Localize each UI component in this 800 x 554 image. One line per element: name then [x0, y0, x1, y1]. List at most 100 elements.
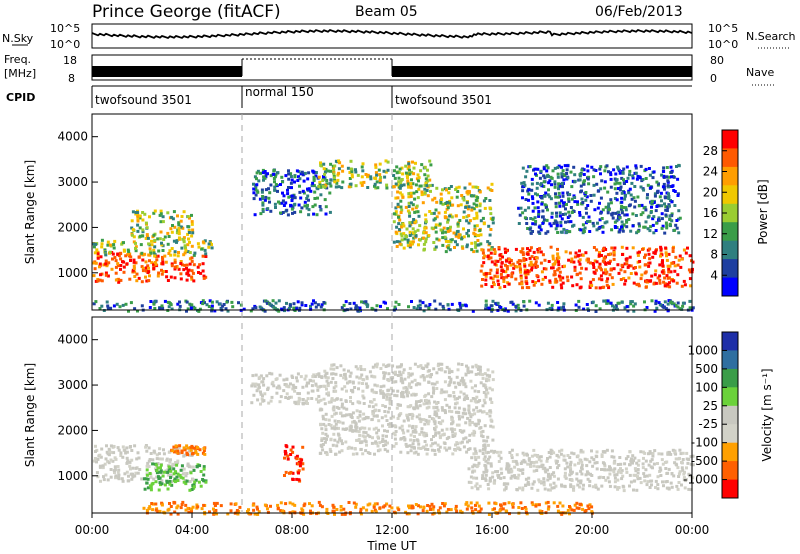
data-cell: [421, 374, 425, 377]
data-cell: [255, 505, 259, 509]
data-cell: [378, 180, 382, 184]
data-cell: [334, 452, 337, 456]
data-cell: [279, 501, 283, 505]
data-cell: [531, 503, 535, 507]
data-cell: [139, 243, 143, 247]
data-cell: [417, 446, 421, 450]
data-cell: [461, 415, 465, 419]
data-cell: [620, 477, 624, 481]
data-cell: [408, 214, 412, 218]
data-cell: [534, 172, 537, 176]
data-cell: [365, 508, 369, 512]
data-cell: [433, 441, 437, 445]
data-cell: [251, 307, 255, 311]
data-cell: [478, 509, 482, 513]
data-cell: [98, 453, 102, 457]
data-cell: [562, 302, 566, 306]
data-cell: [498, 509, 502, 513]
data-cell: [555, 453, 559, 457]
data-cell: [177, 446, 181, 450]
data-cell: [467, 214, 471, 218]
data-cell: [501, 269, 505, 273]
data-cell: [109, 468, 113, 471]
data-cell: [343, 428, 347, 431]
x-tick-label: 00:00: [75, 523, 110, 537]
data-cell: [677, 217, 680, 221]
data-cell: [323, 402, 327, 406]
data-cell: [653, 281, 657, 285]
data-cell: [340, 164, 344, 168]
data-cell: [592, 263, 595, 267]
data-cell: [324, 424, 328, 428]
data-cell: [160, 501, 164, 505]
data-cell: [195, 503, 199, 507]
data-cell: [189, 471, 193, 475]
data-cell: [158, 481, 162, 485]
data-cell: [537, 457, 541, 461]
data-cell: [620, 196, 624, 200]
data-cell: [539, 196, 543, 200]
data-cell: [349, 159, 353, 163]
noise-line: [91, 28, 693, 40]
data-cell: [594, 310, 598, 313]
data-cell: [100, 245, 104, 249]
data-cell: [409, 449, 413, 453]
data-cell: [676, 487, 680, 491]
data-cell: [332, 389, 336, 393]
data-cell: [467, 404, 471, 408]
colorbar-frame: [721, 331, 739, 499]
data-cell: [459, 306, 463, 310]
data-cell: [424, 220, 428, 224]
data-cell: [137, 255, 141, 259]
data-cell: [424, 181, 428, 185]
data-cell: [174, 447, 178, 451]
data-cell: [579, 481, 583, 485]
data-cell: [513, 264, 517, 268]
data-cell: [491, 425, 495, 429]
data-cell: [374, 403, 378, 407]
data-cell: [254, 185, 258, 188]
data-cell: [643, 263, 647, 267]
data-cell: [388, 396, 392, 400]
data-cell: [422, 248, 426, 252]
data-cell: [426, 362, 430, 366]
data-cell: [615, 219, 619, 223]
data-cell: [203, 301, 206, 305]
data-cell: [364, 382, 368, 386]
data-cell: [448, 229, 452, 233]
data-cell: [406, 244, 410, 248]
data-cell: [144, 445, 148, 449]
data-cell: [587, 507, 591, 511]
data-cell: [141, 253, 145, 257]
data-cell: [188, 453, 192, 457]
data-cell: [289, 470, 293, 474]
data-cell: [362, 412, 366, 416]
data-cell: [395, 240, 399, 244]
data-cell: [407, 164, 411, 168]
data-cell: [340, 306, 344, 310]
data-cell: [604, 248, 608, 251]
data-cell: [140, 304, 144, 308]
x-tick-label: 16:00: [475, 523, 510, 537]
data-cell: [98, 262, 102, 266]
data-cell: [454, 402, 458, 406]
data-cell: [680, 307, 684, 311]
data-cell: [425, 434, 429, 437]
data-cell: [188, 262, 192, 266]
data-cell: [413, 435, 416, 438]
data-cell: [579, 450, 583, 454]
data-cell: [169, 253, 173, 257]
data-cell: [283, 450, 287, 453]
data-cell: [326, 376, 330, 380]
data-cell: [422, 230, 426, 234]
data-cell: [388, 393, 392, 397]
data-cell: [544, 206, 548, 209]
data-cell: [483, 424, 487, 428]
data-cell: [462, 437, 466, 441]
data-cell: [418, 224, 422, 228]
data-cell: [660, 458, 664, 462]
data-cell: [491, 299, 495, 303]
data-cell: [592, 266, 596, 269]
data-cell: [159, 230, 163, 234]
data-cell: [334, 372, 338, 376]
